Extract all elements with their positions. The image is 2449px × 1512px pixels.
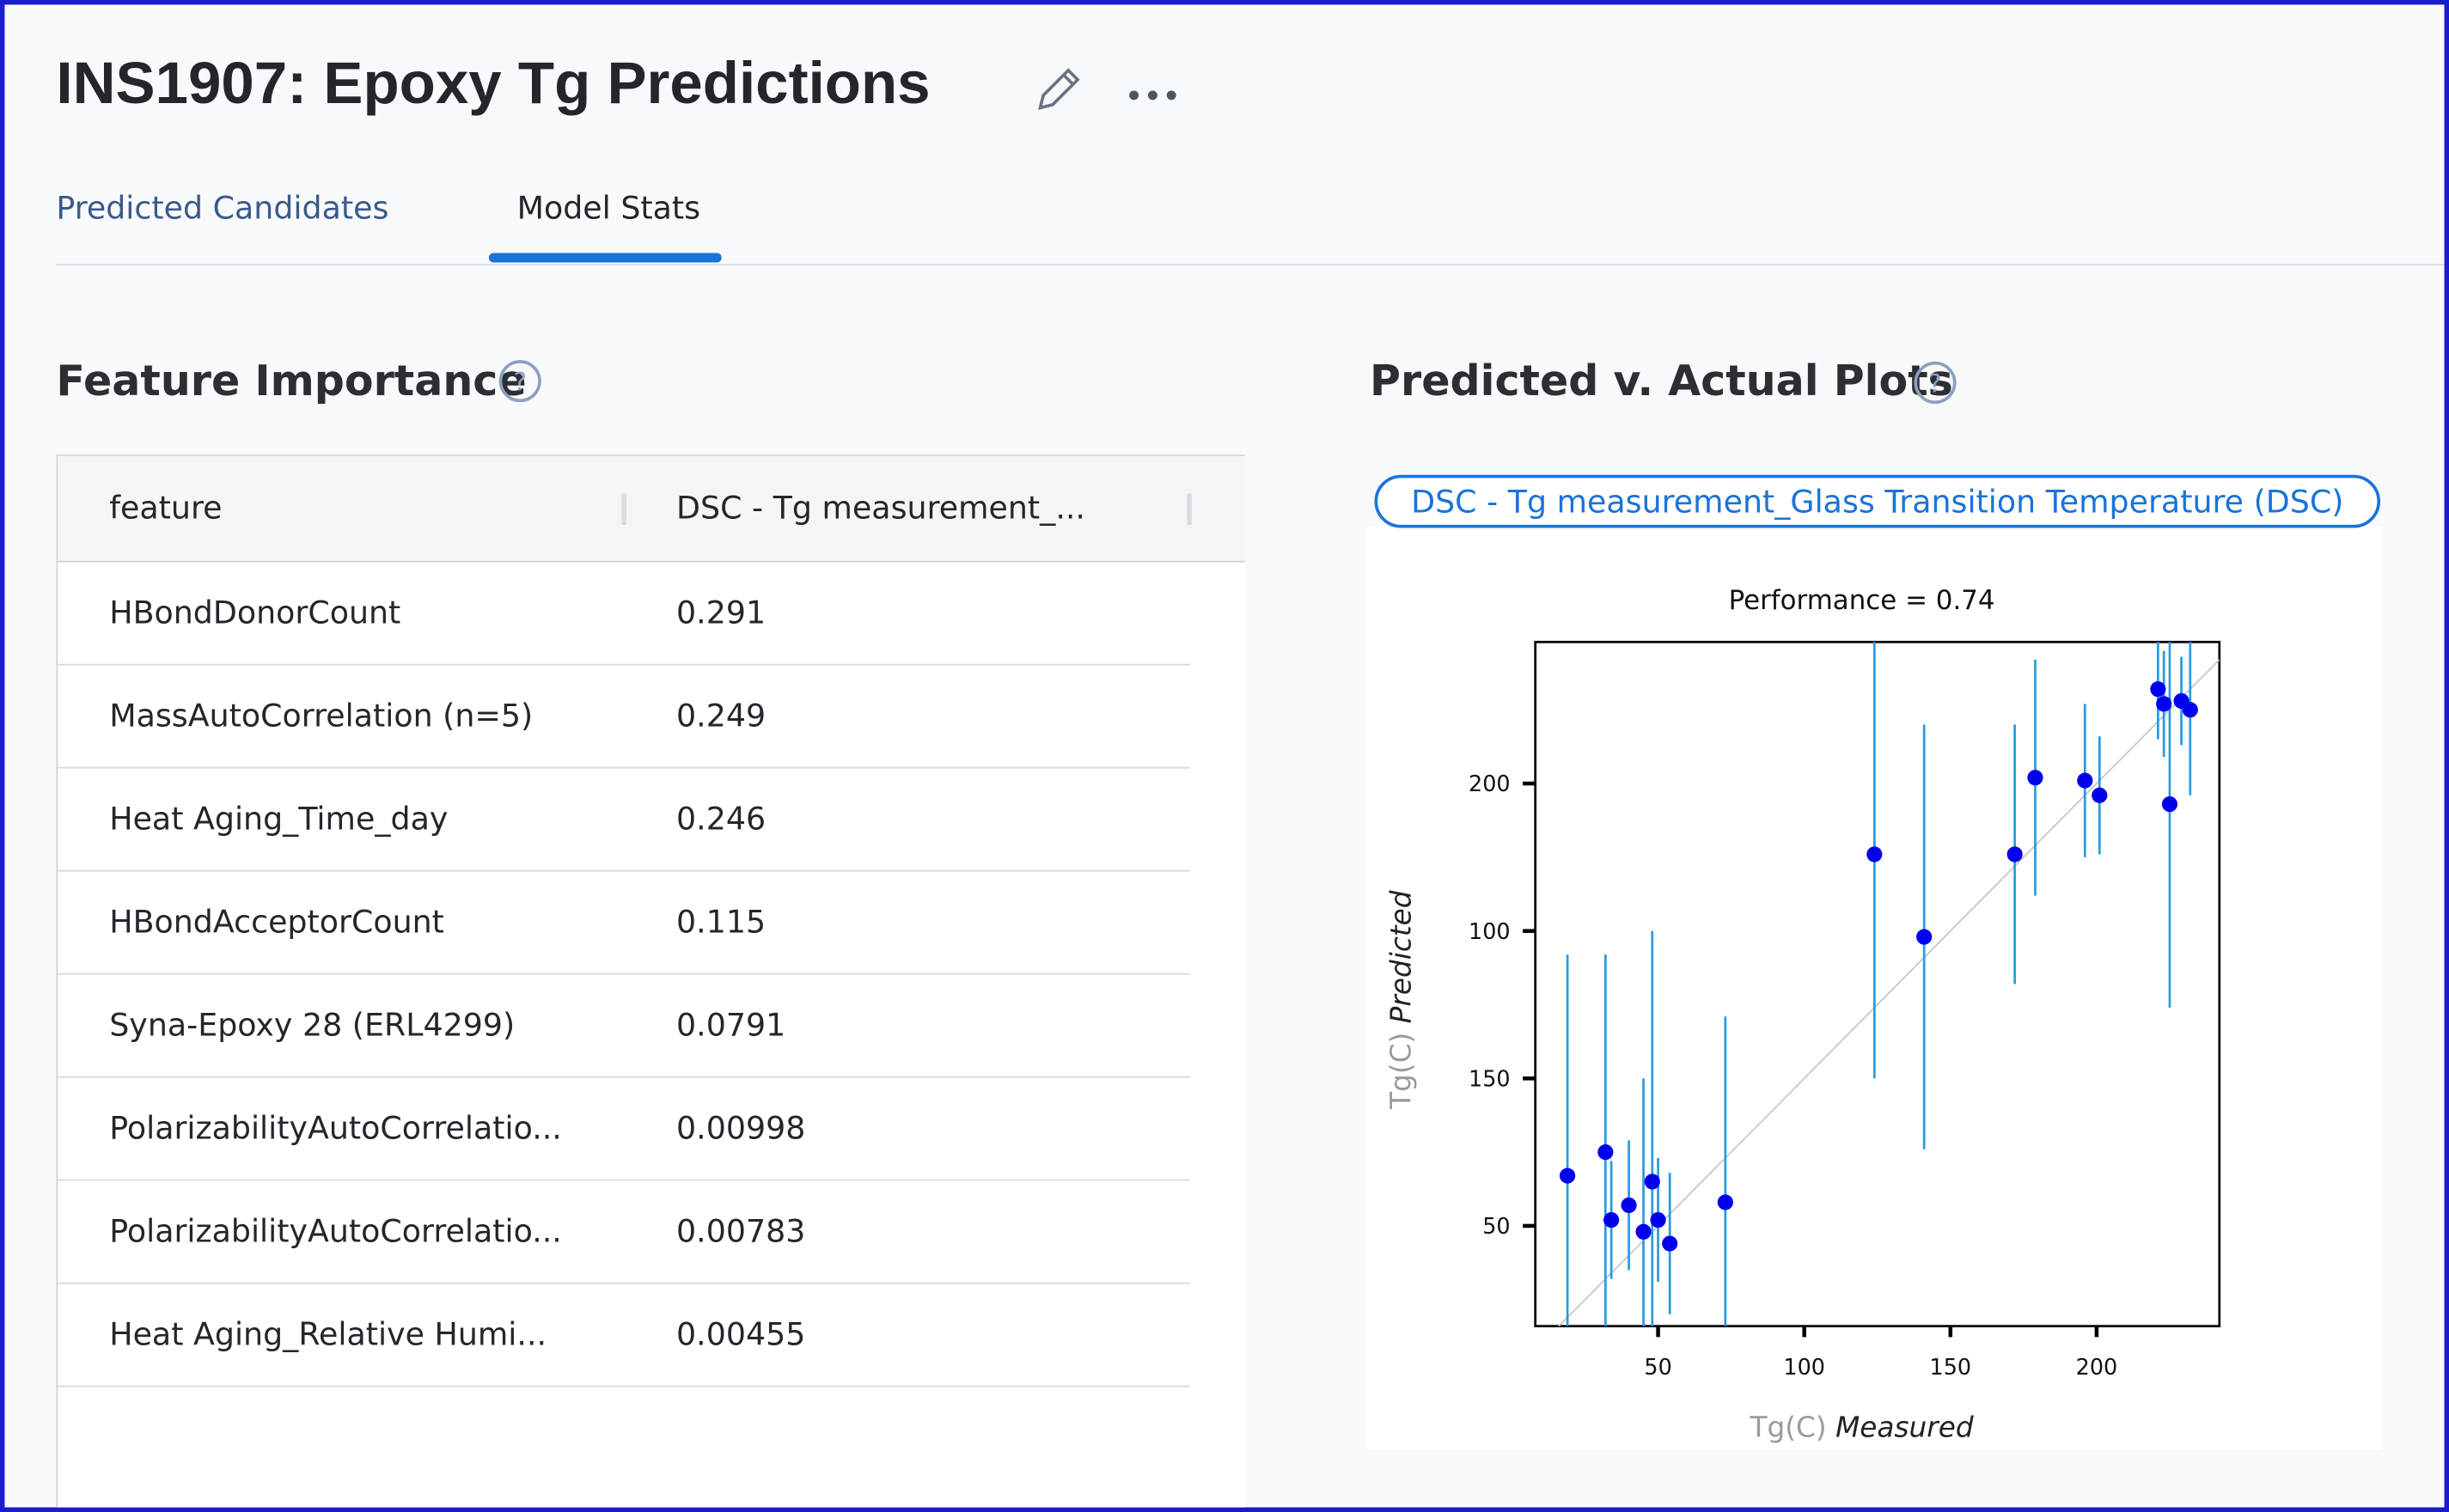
table-row: Heat Aging_Time_day 0.246 <box>58 769 1191 872</box>
point <box>1662 1235 1678 1252</box>
point <box>2156 696 2172 712</box>
point <box>1635 1223 1652 1240</box>
point <box>2006 846 2023 863</box>
x-tick-label: 100 <box>1783 1355 1825 1381</box>
point <box>1644 1174 1660 1190</box>
table-cell: MassAutoCorrelation (n=5) <box>109 696 534 735</box>
point <box>1717 1194 1733 1210</box>
point <box>2092 787 2108 803</box>
y-tick-label: 150 <box>1469 1066 1511 1092</box>
table-cell: 0.249 <box>676 696 766 735</box>
edit-icon[interactable] <box>1038 68 1080 110</box>
y-tick-label: 50 <box>1482 1214 1510 1240</box>
point <box>2161 796 2178 813</box>
plot-area: 50 100 150 200 200 100 150 50 <box>1469 640 2221 1381</box>
table-row: HBondAcceptorCount 0.115 <box>58 872 1191 975</box>
point <box>1916 929 1933 945</box>
x-axis-emphasis: Measured <box>1835 1411 1974 1444</box>
section-title: Predicted v. Actual Plots <box>1370 357 1953 406</box>
page-title: INS1907: Epoxy Tg Predictions <box>56 52 931 118</box>
x-tick-label: 200 <box>2076 1355 2118 1381</box>
point <box>1560 1168 1576 1184</box>
point <box>2027 770 2043 786</box>
table-row: Syna-Epoxy 28 (ERL4299) 0.0791 <box>58 975 1191 1078</box>
y-axis-emphasis: Predicted <box>1384 890 1417 1023</box>
plot-frame <box>1534 640 2221 1328</box>
help-icon[interactable]: ? <box>1912 359 1959 406</box>
x-tick-label: 150 <box>1930 1355 1972 1381</box>
x-axis-label: Tg(C) Measured <box>1750 1411 1974 1444</box>
y-tick-label: 100 <box>1469 919 1511 945</box>
table-cell: Syna-Epoxy 28 (ERL4299) <box>109 1005 516 1044</box>
table-cell: Heat Aging_Relative Humi... <box>109 1314 547 1353</box>
scatter-chart: Performance = 0.74 Tg(C) Measured Tg(C) … <box>1384 585 2221 1444</box>
table-row: PolarizabilityAutoCorrelatio... 0.00783 <box>58 1181 1191 1284</box>
more-dot[interactable] <box>1147 90 1157 101</box>
point <box>1866 846 1883 863</box>
point <box>1650 1211 1666 1228</box>
point <box>1621 1197 1637 1214</box>
y-axis-unit: Tg(C) <box>1384 1033 1417 1110</box>
table-row: HBondDonorCount 0.291 <box>58 563 1191 666</box>
column-separator[interactable] <box>621 493 626 525</box>
table-cell: 0.246 <box>676 799 766 838</box>
feature-table: feature DSC - Tg measurement_... HBondDo… <box>56 454 1245 1508</box>
table-cell: 0.291 <box>676 593 766 631</box>
x-axis-unit: Tg(C) <box>1750 1411 1827 1444</box>
point <box>2182 702 2198 718</box>
chart-title: Performance = 0.74 <box>1729 585 1995 616</box>
table-cell: HBondDonorCount <box>109 593 401 631</box>
column-header[interactable]: feature <box>109 489 223 527</box>
y-axis-label: Tg(C) Predicted <box>1384 890 1417 1110</box>
table-cell: PolarizabilityAutoCorrelatio... <box>109 1211 562 1250</box>
table-cell: PolarizabilityAutoCorrelatio... <box>109 1108 562 1147</box>
table-row: PolarizabilityAutoCorrelatio... 0.00998 <box>58 1078 1191 1181</box>
point <box>2150 681 2166 698</box>
y-tick-label: 200 <box>1469 771 1511 797</box>
point <box>1597 1144 1614 1161</box>
table-cell: 0.00455 <box>676 1314 806 1353</box>
section-title: Feature Importance <box>56 357 527 406</box>
divider <box>56 264 2445 266</box>
target-chip[interactable]: DSC - Tg measurement_Glass Transition Te… <box>1374 474 2381 528</box>
column-header[interactable]: DSC - Tg measurement_... <box>676 489 1086 527</box>
table-header: feature DSC - Tg measurement_... <box>58 455 1245 563</box>
x-tick-label: 50 <box>1644 1355 1671 1381</box>
svg-text:?: ? <box>514 368 527 397</box>
help-icon[interactable]: ? <box>497 357 544 405</box>
tab-indicator <box>488 253 722 263</box>
table-cell: 0.00998 <box>676 1108 806 1147</box>
table-row: Heat Aging_Relative Humi... 0.00455 <box>58 1284 1191 1387</box>
tab-active[interactable]: Model Stats <box>516 189 701 227</box>
table-cell: 0.115 <box>676 902 766 941</box>
more-dot[interactable] <box>1129 90 1139 101</box>
point <box>2077 772 2093 789</box>
svg-text:?: ? <box>1928 369 1941 398</box>
table-row: MassAutoCorrelation (n=5) 0.249 <box>58 666 1191 769</box>
table-cell: 0.0791 <box>676 1005 786 1044</box>
tab[interactable]: Predicted Candidates <box>56 189 389 227</box>
column-separator[interactable] <box>1187 493 1192 525</box>
table-cell: 0.00783 <box>676 1211 806 1250</box>
table-cell: HBondAcceptorCount <box>109 902 444 941</box>
point <box>1603 1211 1620 1228</box>
more-dot[interactable] <box>1166 90 1176 101</box>
table-cell: Heat Aging_Time_day <box>109 799 449 838</box>
title-actions[interactable] <box>1028 64 1200 120</box>
